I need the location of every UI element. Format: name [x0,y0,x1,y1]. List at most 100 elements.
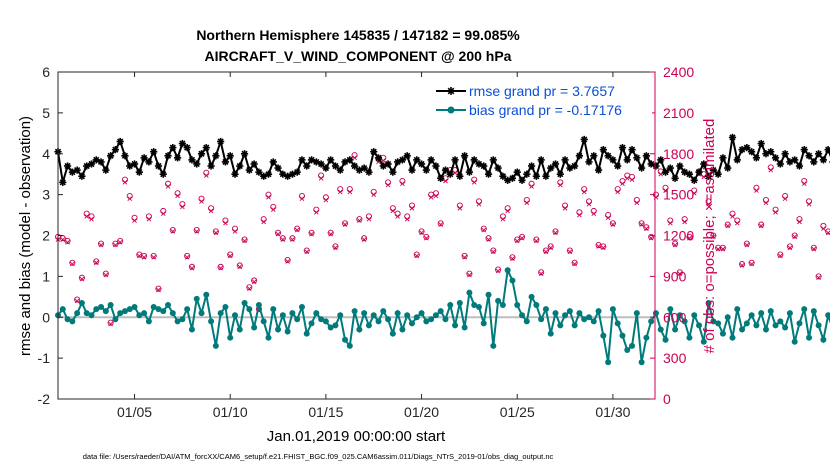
obs-assimilated-point [328,231,333,237]
bias-point [203,291,210,298]
obs-possible-point [327,229,334,236]
obs-assimilated-point [801,181,807,187]
rmse-point [542,172,550,180]
obs-assimilated-point [715,246,721,252]
obs-possible-point [212,228,219,235]
bias-point [246,306,253,313]
rmse-point [173,154,182,162]
bias-point [605,359,612,366]
obs-possible-point [93,258,100,265]
obs-possible-point [279,235,286,242]
bias-point [681,318,688,325]
obs-assimilated-point [404,216,410,222]
obs-assimilated-point [763,200,769,206]
rmse-point [140,154,148,162]
bias-point [447,301,454,308]
obs-assimilated-point [572,261,577,267]
obs-assimilated-point [237,264,243,270]
obs-assimilated-point [333,245,338,251]
bias-series-layer [55,266,830,366]
bias-point [380,308,387,315]
obs-possible-point [155,285,162,292]
rmse-point [599,146,607,154]
bias-point [566,308,573,315]
rmse-point [403,152,411,160]
bias-point [686,334,693,341]
bias-point [705,299,712,306]
obs-possible-point [117,237,124,244]
rmse-point [666,164,674,172]
obs-assimilated-point [443,178,448,184]
obs-possible-point [480,225,487,232]
bias-point [150,304,157,311]
y-right-tick-label: 1500 [663,187,694,203]
rmse-point [317,160,325,168]
obs-assimilated-point [103,272,109,278]
obs-assimilated-point [223,220,228,226]
obs-assimilated-point [744,242,750,248]
bias-point [633,310,640,317]
obs-possible-point [284,256,291,264]
obs-assimilated-point [754,188,759,193]
legend-bias-label: bias grand pr = -0.17176 [469,102,622,118]
bias-point [279,312,286,319]
obs-possible-point [739,261,746,268]
obs-assimilated-point [510,256,515,261]
obs-assimilated-point [806,201,812,207]
rmse-point [135,168,143,176]
obs-assimilated-point [687,235,692,241]
obs-possible-point [820,222,827,230]
rmse-point [585,158,593,166]
bias-point [222,304,229,311]
bias-point [93,306,100,313]
obs-possible-point [758,221,765,228]
rmse-point [791,156,799,164]
bias-point [270,306,277,313]
bias-point [174,318,181,325]
y-right-tick-label: 0 [663,391,671,407]
rmse-point [676,162,684,170]
obs-possible-point [643,224,650,231]
bias-point [442,316,449,323]
rmse-point [719,154,727,162]
obs-assimilated-point [280,237,286,242]
bias-point [562,312,569,319]
rmse-point [781,150,789,158]
rmse-point [556,170,564,178]
obs-assimilated-point [227,253,233,259]
obs-assimilated-point [74,298,80,304]
rmse-point [810,158,818,166]
obs-assimilated-point [634,200,640,206]
rmse-point [437,174,445,182]
obs-possible-point [466,270,473,277]
rmse-point [800,146,808,154]
obs-assimilated-point [385,182,391,188]
obs-possible-point [490,247,497,254]
rmse-point [743,144,751,152]
obs-assimilated-point [208,208,214,214]
bias-point [595,308,602,315]
bias-point [404,312,411,319]
rmse-point [188,156,196,164]
rmse-point [231,170,239,178]
x-tick-label: 01/25 [500,404,535,420]
obs-possible-point [236,262,243,269]
bias-point [672,326,679,333]
bias-point [88,312,95,319]
obs-assimilated-point [706,201,711,207]
obs-assimilated-point [567,249,573,255]
rmse-point [298,156,306,164]
bias-point [361,310,368,317]
bias-point [365,322,372,329]
bias-point [585,314,592,321]
y-left-tick-label: -1 [38,350,51,366]
rmse-point [389,168,397,176]
bias-point [342,336,349,343]
rmse-point [523,170,531,178]
bias-point [112,316,119,323]
obs-assimilated-point [821,226,826,232]
bias-point [117,310,124,317]
obs-assimilated-point [242,238,247,244]
bias-point [696,322,703,329]
bias-point [648,318,655,325]
